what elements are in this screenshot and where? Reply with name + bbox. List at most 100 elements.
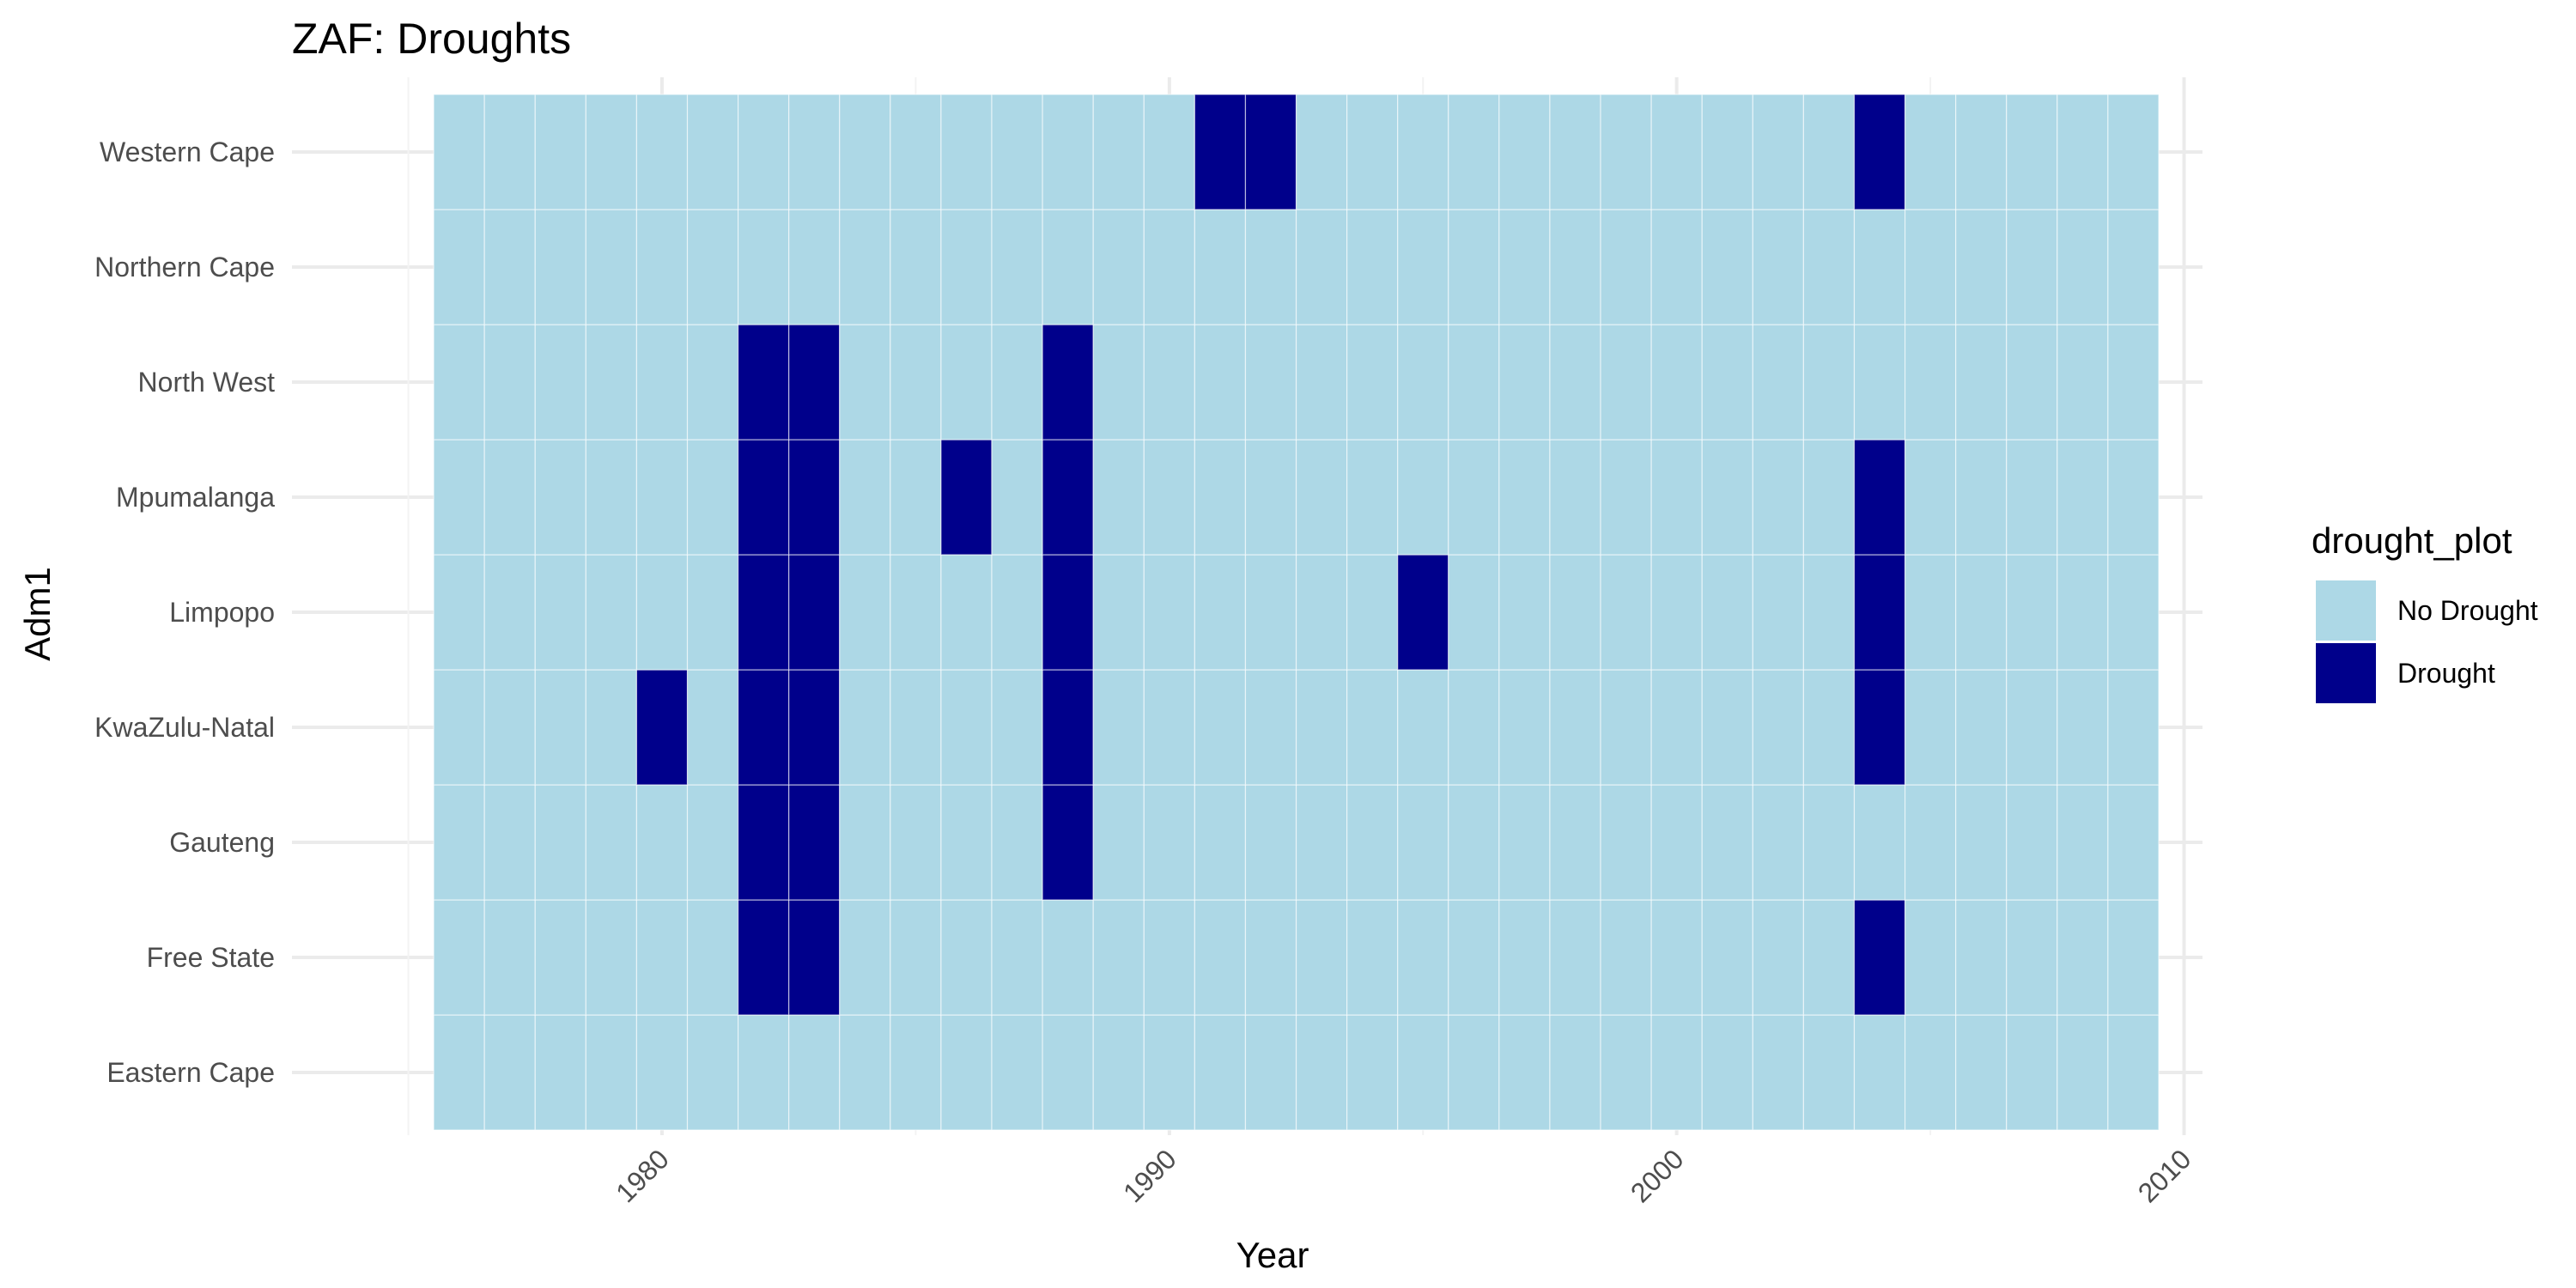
heatmap-cell xyxy=(1752,899,1805,1016)
heatmap-cell xyxy=(737,784,790,901)
heatmap-cell xyxy=(1346,1014,1399,1131)
heatmap-cell xyxy=(1498,1014,1551,1131)
heatmap-cell xyxy=(1498,439,1551,556)
heatmap-cell xyxy=(534,554,586,671)
heatmap-cell xyxy=(1498,94,1551,210)
heatmap-cell xyxy=(2006,94,2058,210)
heatmap-cell xyxy=(1802,554,1856,671)
heatmap-cell xyxy=(1549,554,1601,671)
heatmap-cell xyxy=(890,324,942,440)
heatmap-cell xyxy=(1397,669,1449,786)
y-axis-tick-labels: Eastern Cape Free State Gauteng KwaZulu-Nat… xyxy=(94,137,275,1088)
heatmap-cell xyxy=(585,784,638,901)
heatmap-cell xyxy=(1042,1014,1094,1131)
heatmap-cell xyxy=(1042,439,1094,556)
heatmap-cell xyxy=(534,899,586,1016)
heatmap-cell xyxy=(1498,324,1551,440)
heatmap-cell xyxy=(1802,439,1856,556)
heatmap-cell xyxy=(737,94,790,210)
heatmap-cell xyxy=(737,439,790,556)
heatmap-cell xyxy=(1853,94,1906,210)
heatmap-cell xyxy=(1955,784,2008,901)
heatmap-cell xyxy=(1549,784,1601,901)
legend-swatch xyxy=(2316,580,2376,641)
heatmap-cell xyxy=(1194,209,1247,325)
heatmap-cell xyxy=(686,94,739,210)
heatmap-cell xyxy=(788,209,841,325)
heatmap-cell xyxy=(1650,324,1703,440)
heatmap-cell xyxy=(1194,94,1247,210)
heatmap-cell xyxy=(2107,94,2160,210)
heatmap-cell xyxy=(635,554,689,671)
heatmap-cell xyxy=(788,669,841,786)
heatmap-cell xyxy=(1092,784,1145,901)
heatmap-cell xyxy=(940,439,993,556)
heatmap-cell xyxy=(1042,554,1094,671)
y-tick-label: Free State xyxy=(147,942,275,973)
y-tick-label: North West xyxy=(138,367,276,398)
heatmap-cell xyxy=(788,554,841,671)
heatmap-cell xyxy=(1448,669,1500,786)
heatmap-cell xyxy=(737,899,790,1016)
heatmap-cell xyxy=(635,784,689,901)
heatmap-cell xyxy=(1600,669,1652,786)
heatmap-cell xyxy=(1143,784,1195,901)
heatmap-cell xyxy=(940,784,993,901)
heatmap-cell xyxy=(890,209,942,325)
heatmap-cell xyxy=(1600,439,1652,556)
heatmap-cell xyxy=(686,209,739,325)
heatmap-cell xyxy=(1194,669,1247,786)
heatmap-cell xyxy=(2107,324,2160,440)
heatmap-cell xyxy=(940,669,993,786)
heatmap-cell xyxy=(1955,209,2008,325)
heatmap-cell xyxy=(534,94,586,210)
heatmap-cell xyxy=(2057,209,2109,325)
heatmap-cell xyxy=(1448,439,1500,556)
heatmap-cell xyxy=(1955,899,2008,1016)
y-tick-label: Limpopo xyxy=(169,597,275,628)
heatmap-cell xyxy=(585,554,638,671)
heatmap-cell xyxy=(1244,324,1297,440)
heatmap-cell xyxy=(1701,554,1753,671)
heatmap-cell xyxy=(1853,1014,1906,1131)
heatmap-cells xyxy=(433,94,2160,1131)
heatmap-cell xyxy=(1194,784,1247,901)
heatmap-cell xyxy=(1143,554,1195,671)
heatmap-cell xyxy=(1650,899,1703,1016)
heatmap-cell xyxy=(483,209,536,325)
heatmap-cell xyxy=(839,1014,891,1131)
heatmap-cell xyxy=(1955,554,2008,671)
heatmap-cell xyxy=(433,209,485,325)
heatmap-cell xyxy=(1853,439,1906,556)
heatmap-cell xyxy=(1904,1014,1957,1131)
heatmap-cell xyxy=(2107,209,2160,325)
heatmap-cell xyxy=(2057,439,2109,556)
heatmap-cell xyxy=(1042,669,1094,786)
heatmap-cell xyxy=(433,94,485,210)
heatmap-cell xyxy=(1448,324,1500,440)
heatmap-cell xyxy=(1448,554,1500,671)
heatmap-cell xyxy=(2057,899,2109,1016)
heatmap-cell xyxy=(991,899,1043,1016)
heatmap-cell xyxy=(1904,209,1957,325)
heatmap-cell xyxy=(686,1014,739,1131)
heatmap-cell xyxy=(635,209,689,325)
heatmap-cell xyxy=(1295,899,1348,1016)
heatmap-cell xyxy=(1853,324,1906,440)
y-tick-label: Western Cape xyxy=(100,137,275,167)
heatmap-cell xyxy=(483,439,536,556)
heatmap-cell xyxy=(1701,209,1753,325)
heatmap-cell xyxy=(1853,669,1906,786)
heatmap-cell xyxy=(2006,209,2058,325)
heatmap-cell xyxy=(1650,439,1703,556)
heatmap-cell xyxy=(2057,94,2109,210)
heatmap-cell xyxy=(585,899,638,1016)
heatmap-cell xyxy=(2107,669,2160,786)
heatmap-cell xyxy=(1397,209,1449,325)
heatmap-cell xyxy=(2107,439,2160,556)
heatmap-cell xyxy=(1904,324,1957,440)
heatmap-cell xyxy=(1042,899,1094,1016)
heatmap-cell xyxy=(839,669,891,786)
heatmap-cell xyxy=(1955,439,2008,556)
heatmap-cell xyxy=(1244,1014,1297,1131)
